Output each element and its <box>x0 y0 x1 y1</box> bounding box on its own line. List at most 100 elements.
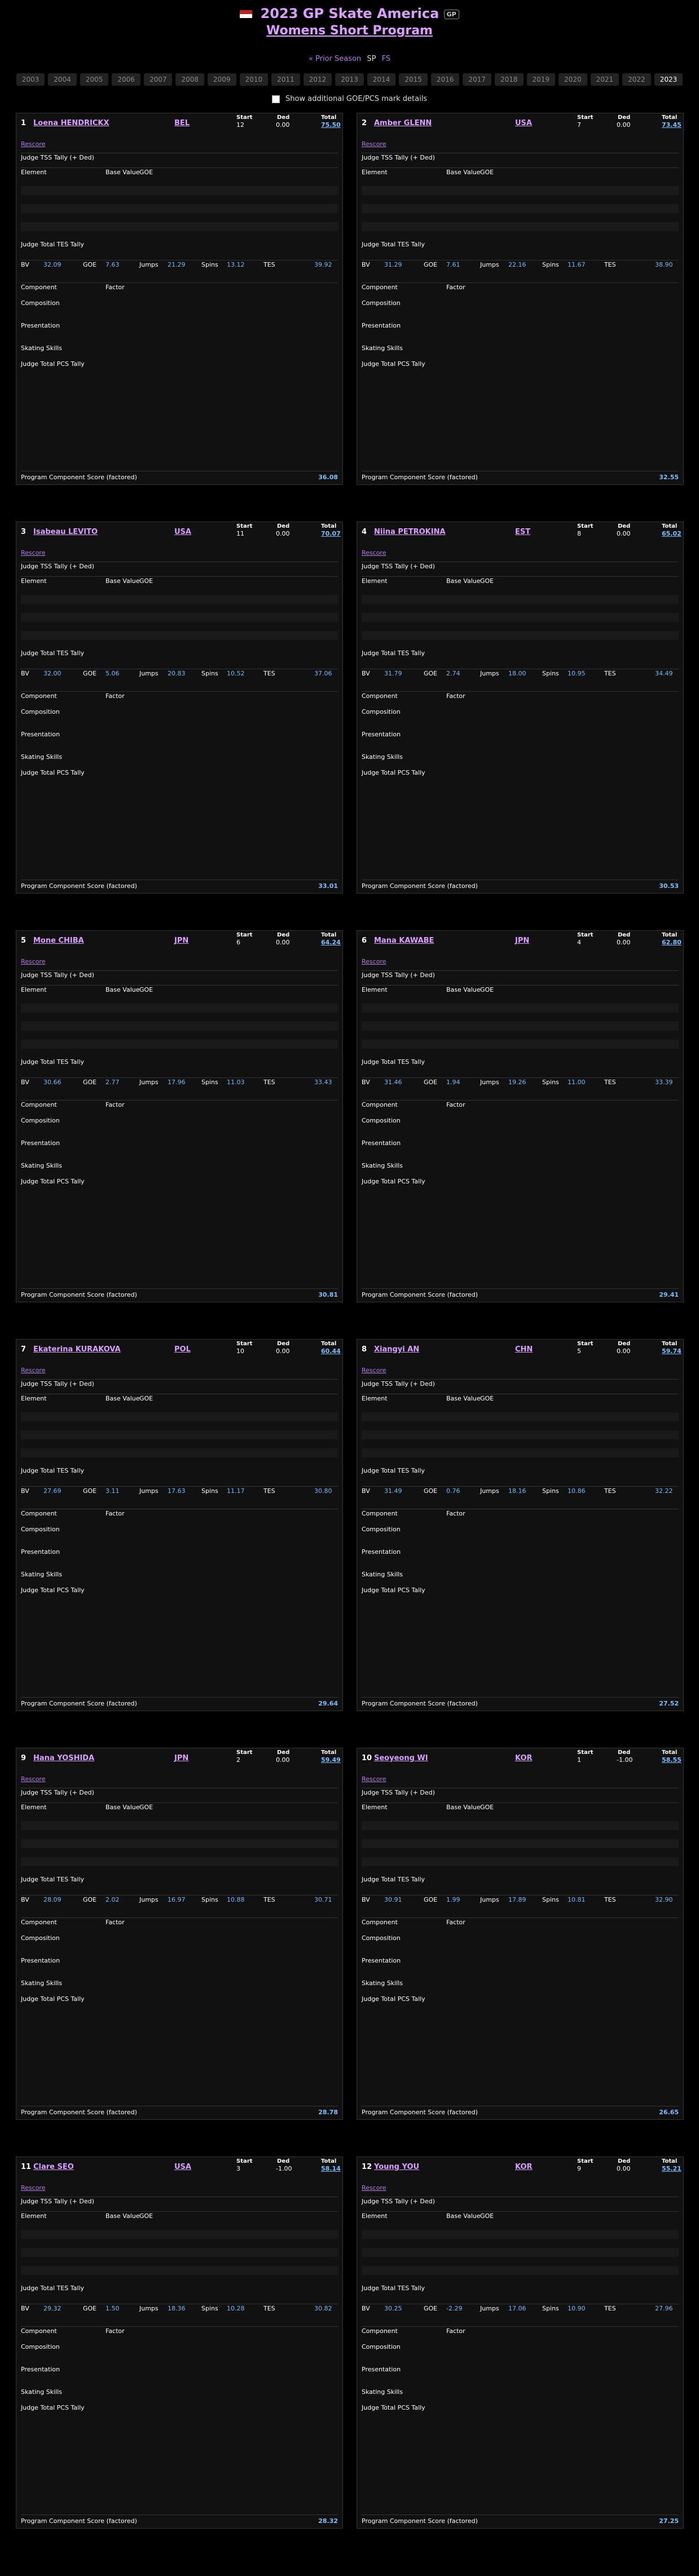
element-row[interactable] <box>362 1004 679 1013</box>
element-row[interactable] <box>21 604 338 613</box>
year-tab[interactable]: 2022 <box>622 73 651 86</box>
element-row[interactable] <box>21 2266 338 2275</box>
element-row[interactable] <box>362 586 679 595</box>
element-row[interactable] <box>362 2275 679 2284</box>
element-row[interactable] <box>21 631 338 640</box>
rescore-link[interactable]: Rescore <box>362 2184 386 2191</box>
fs-link[interactable]: FS <box>381 55 391 63</box>
nation-link[interactable]: KOR <box>515 2163 533 2171</box>
element-row[interactable] <box>21 2230 338 2239</box>
element-row[interactable] <box>21 2257 338 2266</box>
rescore-link[interactable]: Rescore <box>362 1775 386 1783</box>
skater-name-link[interactable]: Mana KAWABE <box>374 936 434 945</box>
total-score-link[interactable]: 58.14 <box>321 2165 341 2172</box>
element-row[interactable] <box>362 1839 679 1848</box>
element-row[interactable] <box>21 177 338 186</box>
year-tab[interactable]: 2017 <box>463 73 491 86</box>
rescore-link[interactable]: Rescore <box>21 1775 46 1783</box>
element-row[interactable] <box>21 1049 338 1058</box>
element-row[interactable] <box>362 1412 679 1421</box>
year-tab[interactable]: 2020 <box>559 73 587 86</box>
year-tab[interactable]: 2007 <box>143 73 173 86</box>
element-row[interactable] <box>362 231 679 240</box>
year-tab[interactable]: 2010 <box>239 73 269 86</box>
total-score-link[interactable]: 65.02 <box>662 530 682 537</box>
nation-link[interactable]: KOR <box>515 1754 533 1762</box>
year-tab[interactable]: 2005 <box>80 73 109 86</box>
element-row[interactable] <box>21 1412 338 1421</box>
element-row[interactable] <box>21 1439 338 1448</box>
nation-link[interactable]: JPN <box>515 936 530 945</box>
skater-name-link[interactable]: Niina PETROKINA <box>374 528 446 536</box>
year-tab[interactable]: 2011 <box>271 73 300 86</box>
nation-link[interactable]: POL <box>174 1345 191 1354</box>
rescore-link[interactable]: Rescore <box>362 140 386 148</box>
total-score-link[interactable]: 60.44 <box>321 1347 341 1355</box>
element-row[interactable] <box>21 1022 338 1031</box>
element-row[interactable] <box>21 2239 338 2248</box>
element-row[interactable] <box>362 1457 679 1466</box>
element-row[interactable] <box>362 2248 679 2257</box>
year-tab[interactable]: 2023 <box>654 73 683 86</box>
total-score-link[interactable]: 73.45 <box>662 121 682 129</box>
element-row[interactable] <box>362 195 679 204</box>
element-row[interactable] <box>362 604 679 613</box>
year-tab[interactable]: 2016 <box>430 73 460 86</box>
element-row[interactable] <box>21 213 338 222</box>
total-score-link[interactable]: 75.50 <box>321 121 341 129</box>
element-row[interactable] <box>362 222 679 231</box>
skater-name-link[interactable]: Clare SEO <box>33 2163 74 2171</box>
element-row[interactable] <box>362 1430 679 1439</box>
element-row[interactable] <box>21 231 338 240</box>
element-row[interactable] <box>362 1821 679 1830</box>
total-score-link[interactable]: 58.55 <box>662 1756 682 1764</box>
total-score-link[interactable]: 64.24 <box>321 939 341 946</box>
element-row[interactable] <box>21 622 338 631</box>
element-row[interactable] <box>21 1848 338 1857</box>
rescore-link[interactable]: Rescore <box>362 549 386 556</box>
skater-name-link[interactable]: Mone CHIBA <box>33 936 84 945</box>
rescore-link[interactable]: Rescore <box>362 1367 386 1374</box>
nation-link[interactable]: JPN <box>174 1754 189 1762</box>
element-row[interactable] <box>362 1448 679 1457</box>
skater-name-link[interactable]: Loena HENDRICKX <box>33 119 109 127</box>
skater-name-link[interactable]: Seoyeong WI <box>374 1754 428 1762</box>
element-row[interactable] <box>21 1040 338 1049</box>
year-tab[interactable]: 2006 <box>112 73 140 86</box>
element-row[interactable] <box>21 640 338 649</box>
nation-link[interactable]: USA <box>515 119 532 127</box>
element-row[interactable] <box>21 1457 338 1466</box>
element-row[interactable] <box>21 2248 338 2257</box>
element-row[interactable] <box>21 2221 338 2230</box>
element-row[interactable] <box>362 1040 679 1049</box>
skater-name-link[interactable]: Ekaterina KURAKOVA <box>33 1345 121 1354</box>
element-row[interactable] <box>362 1866 679 1875</box>
element-row[interactable] <box>362 595 679 604</box>
element-row[interactable] <box>21 1403 338 1412</box>
element-row[interactable] <box>362 2266 679 2275</box>
element-row[interactable] <box>21 995 338 1004</box>
element-row[interactable] <box>362 1403 679 1412</box>
element-row[interactable] <box>21 1821 338 1830</box>
nation-link[interactable]: BEL <box>174 119 190 127</box>
year-tab[interactable]: 2003 <box>16 73 45 86</box>
skater-name-link[interactable]: Young YOU <box>374 2163 420 2171</box>
element-row[interactable] <box>362 1830 679 1839</box>
element-row[interactable] <box>362 1812 679 1821</box>
element-row[interactable] <box>362 640 679 649</box>
element-row[interactable] <box>362 1857 679 1866</box>
goe-details-toggle[interactable]: Show additional GOE/PCS mark details <box>0 95 699 103</box>
element-row[interactable] <box>21 2275 338 2284</box>
element-row[interactable] <box>21 1031 338 1040</box>
event-name[interactable]: GP Skate America <box>302 6 439 21</box>
nation-link[interactable]: USA <box>174 2163 191 2171</box>
segment-title[interactable]: Womens Short Program <box>266 24 433 38</box>
element-row[interactable] <box>362 1031 679 1040</box>
element-row[interactable] <box>362 186 679 195</box>
element-row[interactable] <box>21 204 338 213</box>
element-row[interactable] <box>21 222 338 231</box>
element-row[interactable] <box>21 1421 338 1430</box>
total-score-link[interactable]: 70.07 <box>321 530 341 537</box>
total-score-link[interactable]: 62.80 <box>662 939 682 946</box>
element-row[interactable] <box>21 595 338 604</box>
